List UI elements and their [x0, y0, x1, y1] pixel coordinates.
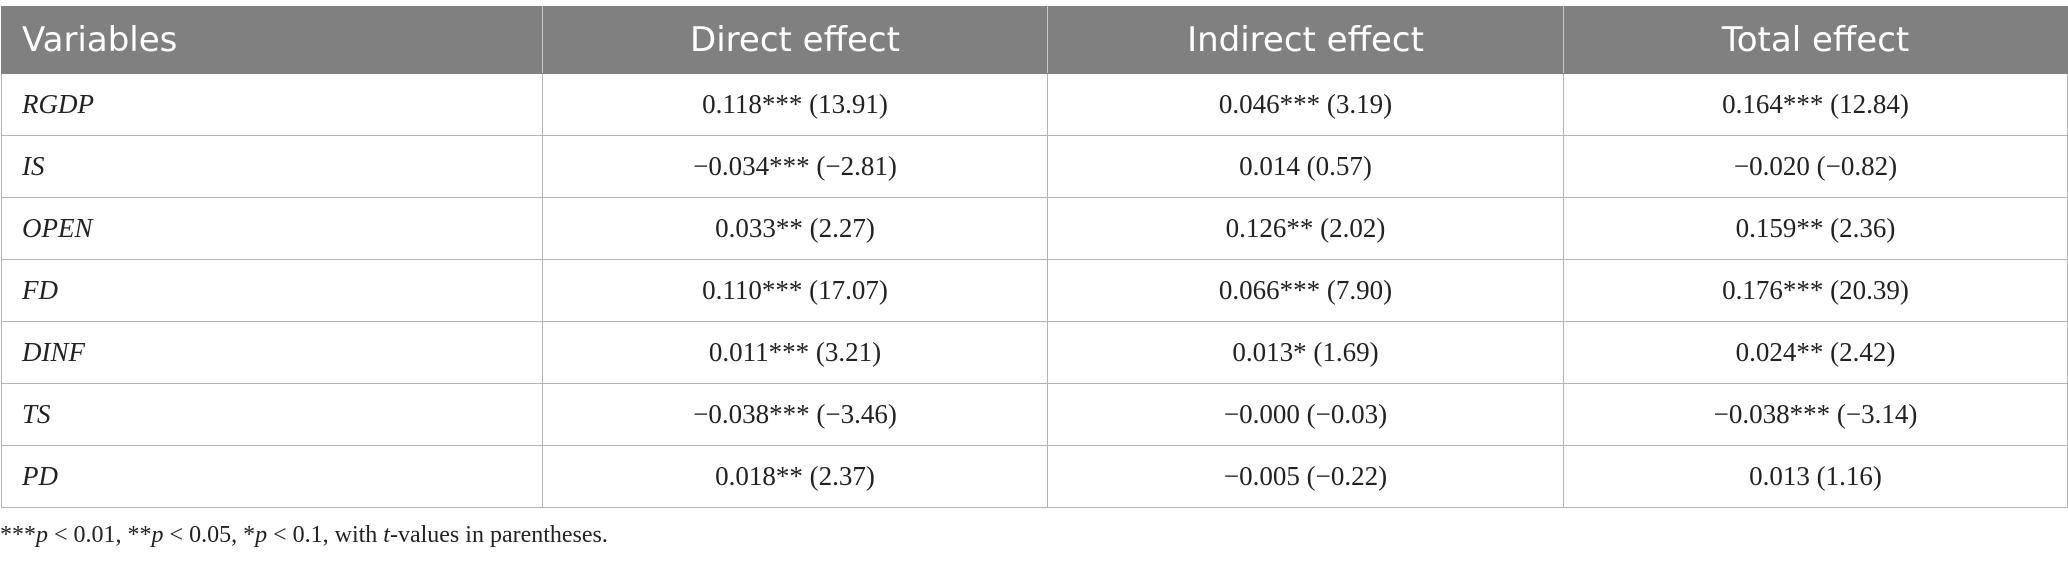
- table-row: FD 0.110*** (17.07) 0.066*** (7.90) 0.17…: [1, 259, 2068, 322]
- note-t-symbol: t: [383, 522, 390, 548]
- note-stars-3: ***: [0, 522, 36, 548]
- direct-effect-cell: 0.011*** (3.21): [542, 321, 1048, 384]
- variable-cell: TS: [1, 383, 543, 446]
- indirect-effect-cell: 0.046*** (3.19): [1047, 73, 1564, 136]
- table-row: TS −0.038*** (−3.46) −0.000 (−0.03) −0.0…: [1, 383, 2068, 446]
- table-row: IS −0.034*** (−2.81) 0.014 (0.57) −0.020…: [1, 135, 2068, 198]
- variable-cell: OPEN: [1, 197, 543, 260]
- table-row: PD 0.018** (2.37) −0.005 (−0.22) 0.013 (…: [1, 445, 2068, 508]
- direct-effect-cell: −0.038*** (−3.46): [542, 383, 1048, 446]
- variable-cell: IS: [1, 135, 543, 198]
- table-footnote: ***p < 0.01, **p < 0.05, *p < 0.1, with …: [0, 522, 608, 549]
- table-row: RGDP 0.118*** (13.91) 0.046*** (3.19) 0.…: [1, 73, 2068, 136]
- header-total-effect: Total effect: [1563, 6, 2068, 74]
- indirect-effect-cell: 0.014 (0.57): [1047, 135, 1564, 198]
- table-row: OPEN 0.033** (2.27) 0.126** (2.02) 0.159…: [1, 197, 2068, 260]
- variable-cell: PD: [1, 445, 543, 508]
- note-p-symbol: p: [255, 522, 268, 548]
- header-indirect-effect: Indirect effect: [1047, 6, 1564, 74]
- note-p-symbol: p: [36, 522, 48, 548]
- direct-effect-cell: 0.018** (2.37): [542, 445, 1048, 508]
- direct-effect-cell: 0.110*** (17.07): [542, 259, 1048, 322]
- note-text-1: < 0.01, **: [48, 522, 152, 548]
- header-variables: Variables: [1, 6, 543, 74]
- note-text-4: -values in parentheses.: [389, 522, 608, 548]
- indirect-effect-cell: 0.013* (1.69): [1047, 321, 1564, 384]
- note-text-2: < 0.05, *: [163, 522, 256, 548]
- total-effect-cell: 0.013 (1.16): [1563, 445, 2068, 508]
- indirect-effect-cell: 0.126** (2.02): [1047, 197, 1564, 260]
- direct-effect-cell: −0.034*** (−2.81): [542, 135, 1048, 198]
- header-direct-effect: Direct effect: [542, 6, 1048, 74]
- total-effect-cell: 0.176*** (20.39): [1563, 259, 2068, 322]
- variable-cell: RGDP: [1, 73, 543, 136]
- total-effect-cell: 0.159** (2.36): [1563, 197, 2068, 260]
- total-effect-cell: 0.024** (2.42): [1563, 321, 2068, 384]
- direct-effect-cell: 0.033** (2.27): [542, 197, 1048, 260]
- total-effect-cell: −0.020 (−0.82): [1563, 135, 2068, 198]
- effects-table: Variables Direct effect Indirect effect …: [1, 6, 2068, 508]
- note-p-symbol: p: [151, 522, 164, 548]
- variable-cell: DINF: [1, 321, 543, 384]
- table-header-row: Variables Direct effect Indirect effect …: [1, 6, 2068, 74]
- total-effect-cell: 0.164*** (12.84): [1563, 73, 2068, 136]
- variable-cell: FD: [1, 259, 543, 322]
- table-row: DINF 0.011*** (3.21) 0.013* (1.69) 0.024…: [1, 321, 2068, 384]
- direct-effect-cell: 0.118*** (13.91): [542, 73, 1048, 136]
- total-effect-cell: −0.038*** (−3.14): [1563, 383, 2068, 446]
- indirect-effect-cell: −0.000 (−0.03): [1047, 383, 1564, 446]
- note-text-3: < 0.1, with: [267, 522, 384, 548]
- indirect-effect-cell: 0.066*** (7.90): [1047, 259, 1564, 322]
- indirect-effect-cell: −0.005 (−0.22): [1047, 445, 1564, 508]
- table-container: Variables Direct effect Indirect effect …: [0, 6, 2068, 508]
